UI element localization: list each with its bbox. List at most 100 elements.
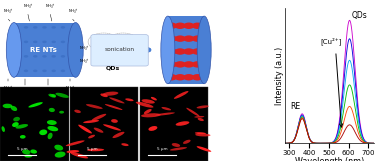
Ellipse shape xyxy=(28,102,43,108)
Circle shape xyxy=(183,74,194,80)
Text: [Cu²⁺]: [Cu²⁺] xyxy=(320,37,341,45)
Ellipse shape xyxy=(111,119,118,123)
Circle shape xyxy=(183,23,194,29)
Text: NH$_3^+$: NH$_3^+$ xyxy=(79,44,89,53)
Circle shape xyxy=(183,61,194,68)
Ellipse shape xyxy=(149,126,157,131)
Ellipse shape xyxy=(51,94,56,97)
Ellipse shape xyxy=(55,152,65,158)
Circle shape xyxy=(14,55,19,58)
Ellipse shape xyxy=(186,108,200,117)
Ellipse shape xyxy=(88,135,95,138)
Circle shape xyxy=(116,38,123,41)
Ellipse shape xyxy=(142,99,155,104)
Ellipse shape xyxy=(47,126,58,131)
Ellipse shape xyxy=(161,107,171,110)
Circle shape xyxy=(42,55,47,58)
Circle shape xyxy=(175,23,186,29)
Text: RE: RE xyxy=(290,102,301,111)
X-axis label: Wavelength (nm): Wavelength (nm) xyxy=(295,157,364,161)
Circle shape xyxy=(51,55,56,58)
Y-axis label: Intensity (a.u.): Intensity (a.u.) xyxy=(275,47,284,105)
Ellipse shape xyxy=(94,128,104,133)
Circle shape xyxy=(175,74,186,80)
Ellipse shape xyxy=(78,125,92,133)
Ellipse shape xyxy=(136,102,153,108)
Ellipse shape xyxy=(113,132,124,138)
Circle shape xyxy=(51,70,56,72)
Circle shape xyxy=(175,48,186,55)
Circle shape xyxy=(166,23,177,29)
Text: QDs: QDs xyxy=(106,65,121,70)
Ellipse shape xyxy=(141,113,161,117)
FancyBboxPatch shape xyxy=(14,23,76,77)
Circle shape xyxy=(166,35,177,42)
FancyBboxPatch shape xyxy=(70,87,138,161)
Ellipse shape xyxy=(54,145,63,151)
Text: NH$_3^+$: NH$_3^+$ xyxy=(3,7,14,16)
Text: NH$_3^+$: NH$_3^+$ xyxy=(65,84,75,93)
Ellipse shape xyxy=(3,104,12,108)
Circle shape xyxy=(61,41,65,43)
Ellipse shape xyxy=(48,94,56,98)
Ellipse shape xyxy=(39,129,47,135)
Ellipse shape xyxy=(47,120,57,125)
Ellipse shape xyxy=(161,16,175,84)
Circle shape xyxy=(192,23,203,29)
Ellipse shape xyxy=(67,150,79,153)
Circle shape xyxy=(112,35,135,49)
Circle shape xyxy=(24,41,28,43)
Text: 5 μm: 5 μm xyxy=(17,147,28,151)
Ellipse shape xyxy=(109,97,125,103)
Text: 5 μm: 5 μm xyxy=(157,147,167,151)
Ellipse shape xyxy=(125,98,133,101)
Text: NH$_3^+$: NH$_3^+$ xyxy=(45,2,56,11)
Ellipse shape xyxy=(144,109,152,114)
Circle shape xyxy=(183,35,194,42)
FancyBboxPatch shape xyxy=(140,87,208,161)
Ellipse shape xyxy=(174,91,189,99)
Circle shape xyxy=(14,70,19,72)
Circle shape xyxy=(42,41,47,43)
Ellipse shape xyxy=(12,122,19,127)
Ellipse shape xyxy=(197,146,211,152)
Ellipse shape xyxy=(172,143,180,147)
Circle shape xyxy=(183,48,194,55)
Ellipse shape xyxy=(49,108,55,112)
Ellipse shape xyxy=(198,118,204,121)
Ellipse shape xyxy=(155,112,175,116)
Ellipse shape xyxy=(101,94,108,97)
Ellipse shape xyxy=(2,126,5,132)
Circle shape xyxy=(33,26,37,29)
Circle shape xyxy=(33,55,37,58)
Text: NH$_3^+$: NH$_3^+$ xyxy=(20,89,30,98)
Circle shape xyxy=(24,70,28,72)
FancyBboxPatch shape xyxy=(0,87,68,161)
Circle shape xyxy=(175,35,186,42)
Ellipse shape xyxy=(197,105,209,109)
FancyBboxPatch shape xyxy=(91,35,148,66)
Circle shape xyxy=(14,26,19,29)
Ellipse shape xyxy=(176,121,189,126)
Circle shape xyxy=(33,41,37,43)
Text: QDs: QDs xyxy=(352,11,368,20)
Circle shape xyxy=(192,48,203,55)
Ellipse shape xyxy=(59,111,64,114)
Circle shape xyxy=(42,26,47,29)
Circle shape xyxy=(61,70,65,72)
Circle shape xyxy=(51,41,56,43)
Circle shape xyxy=(192,74,203,80)
Ellipse shape xyxy=(13,117,20,121)
Circle shape xyxy=(24,55,28,58)
Circle shape xyxy=(192,61,203,68)
Ellipse shape xyxy=(74,110,81,113)
Circle shape xyxy=(42,70,47,72)
Ellipse shape xyxy=(170,147,187,151)
Circle shape xyxy=(14,41,19,43)
Ellipse shape xyxy=(86,104,103,109)
Ellipse shape xyxy=(22,149,30,154)
Ellipse shape xyxy=(11,106,17,111)
Ellipse shape xyxy=(151,97,157,100)
Ellipse shape xyxy=(103,92,118,96)
Circle shape xyxy=(192,35,203,42)
